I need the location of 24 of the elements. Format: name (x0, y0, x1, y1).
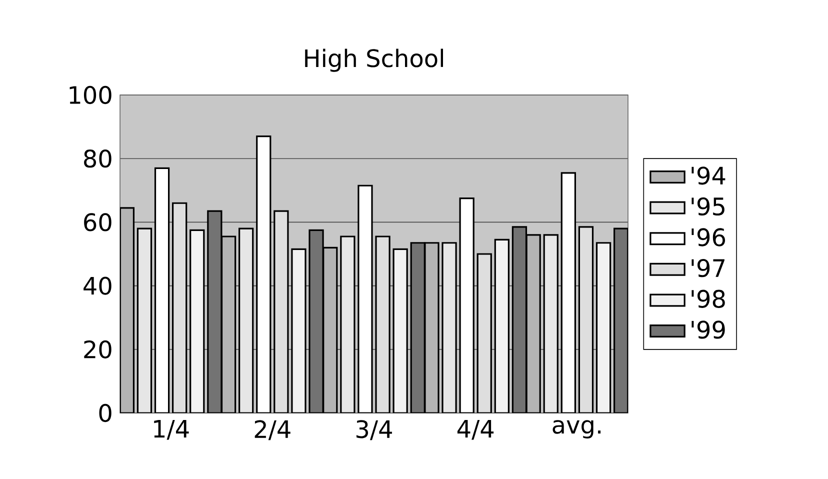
y-tick-label: 40 (84, 276, 112, 295)
y-tick-label: 60 (84, 213, 112, 232)
x-tick-label: 4/4 (457, 420, 494, 440)
x-tick-label: avg. (552, 420, 601, 438)
bar (494, 238, 510, 414)
y-tick-label: 100 (70, 86, 112, 104)
x-tick-label: 1/4 (154, 420, 189, 440)
legend-label: '97 (692, 259, 724, 278)
x-tick-label: 2/4 (254, 420, 290, 440)
legend-label: '94 (692, 166, 726, 185)
legend-label: '98 (692, 290, 725, 308)
chart-title: High School (305, 48, 444, 72)
legend-label: '99 (692, 320, 725, 339)
legend-label: '95 (692, 197, 724, 216)
bar (596, 242, 612, 414)
bar (190, 229, 205, 414)
bar (392, 248, 408, 414)
y-tick-label: 0 (99, 404, 112, 422)
bar (291, 248, 306, 414)
bar (120, 207, 135, 414)
x-tick-label: 3/4 (356, 420, 392, 440)
y-tick-label: 80 (84, 150, 112, 168)
y-tick-label: 20 (84, 340, 112, 358)
legend-label: '96 (692, 228, 726, 246)
